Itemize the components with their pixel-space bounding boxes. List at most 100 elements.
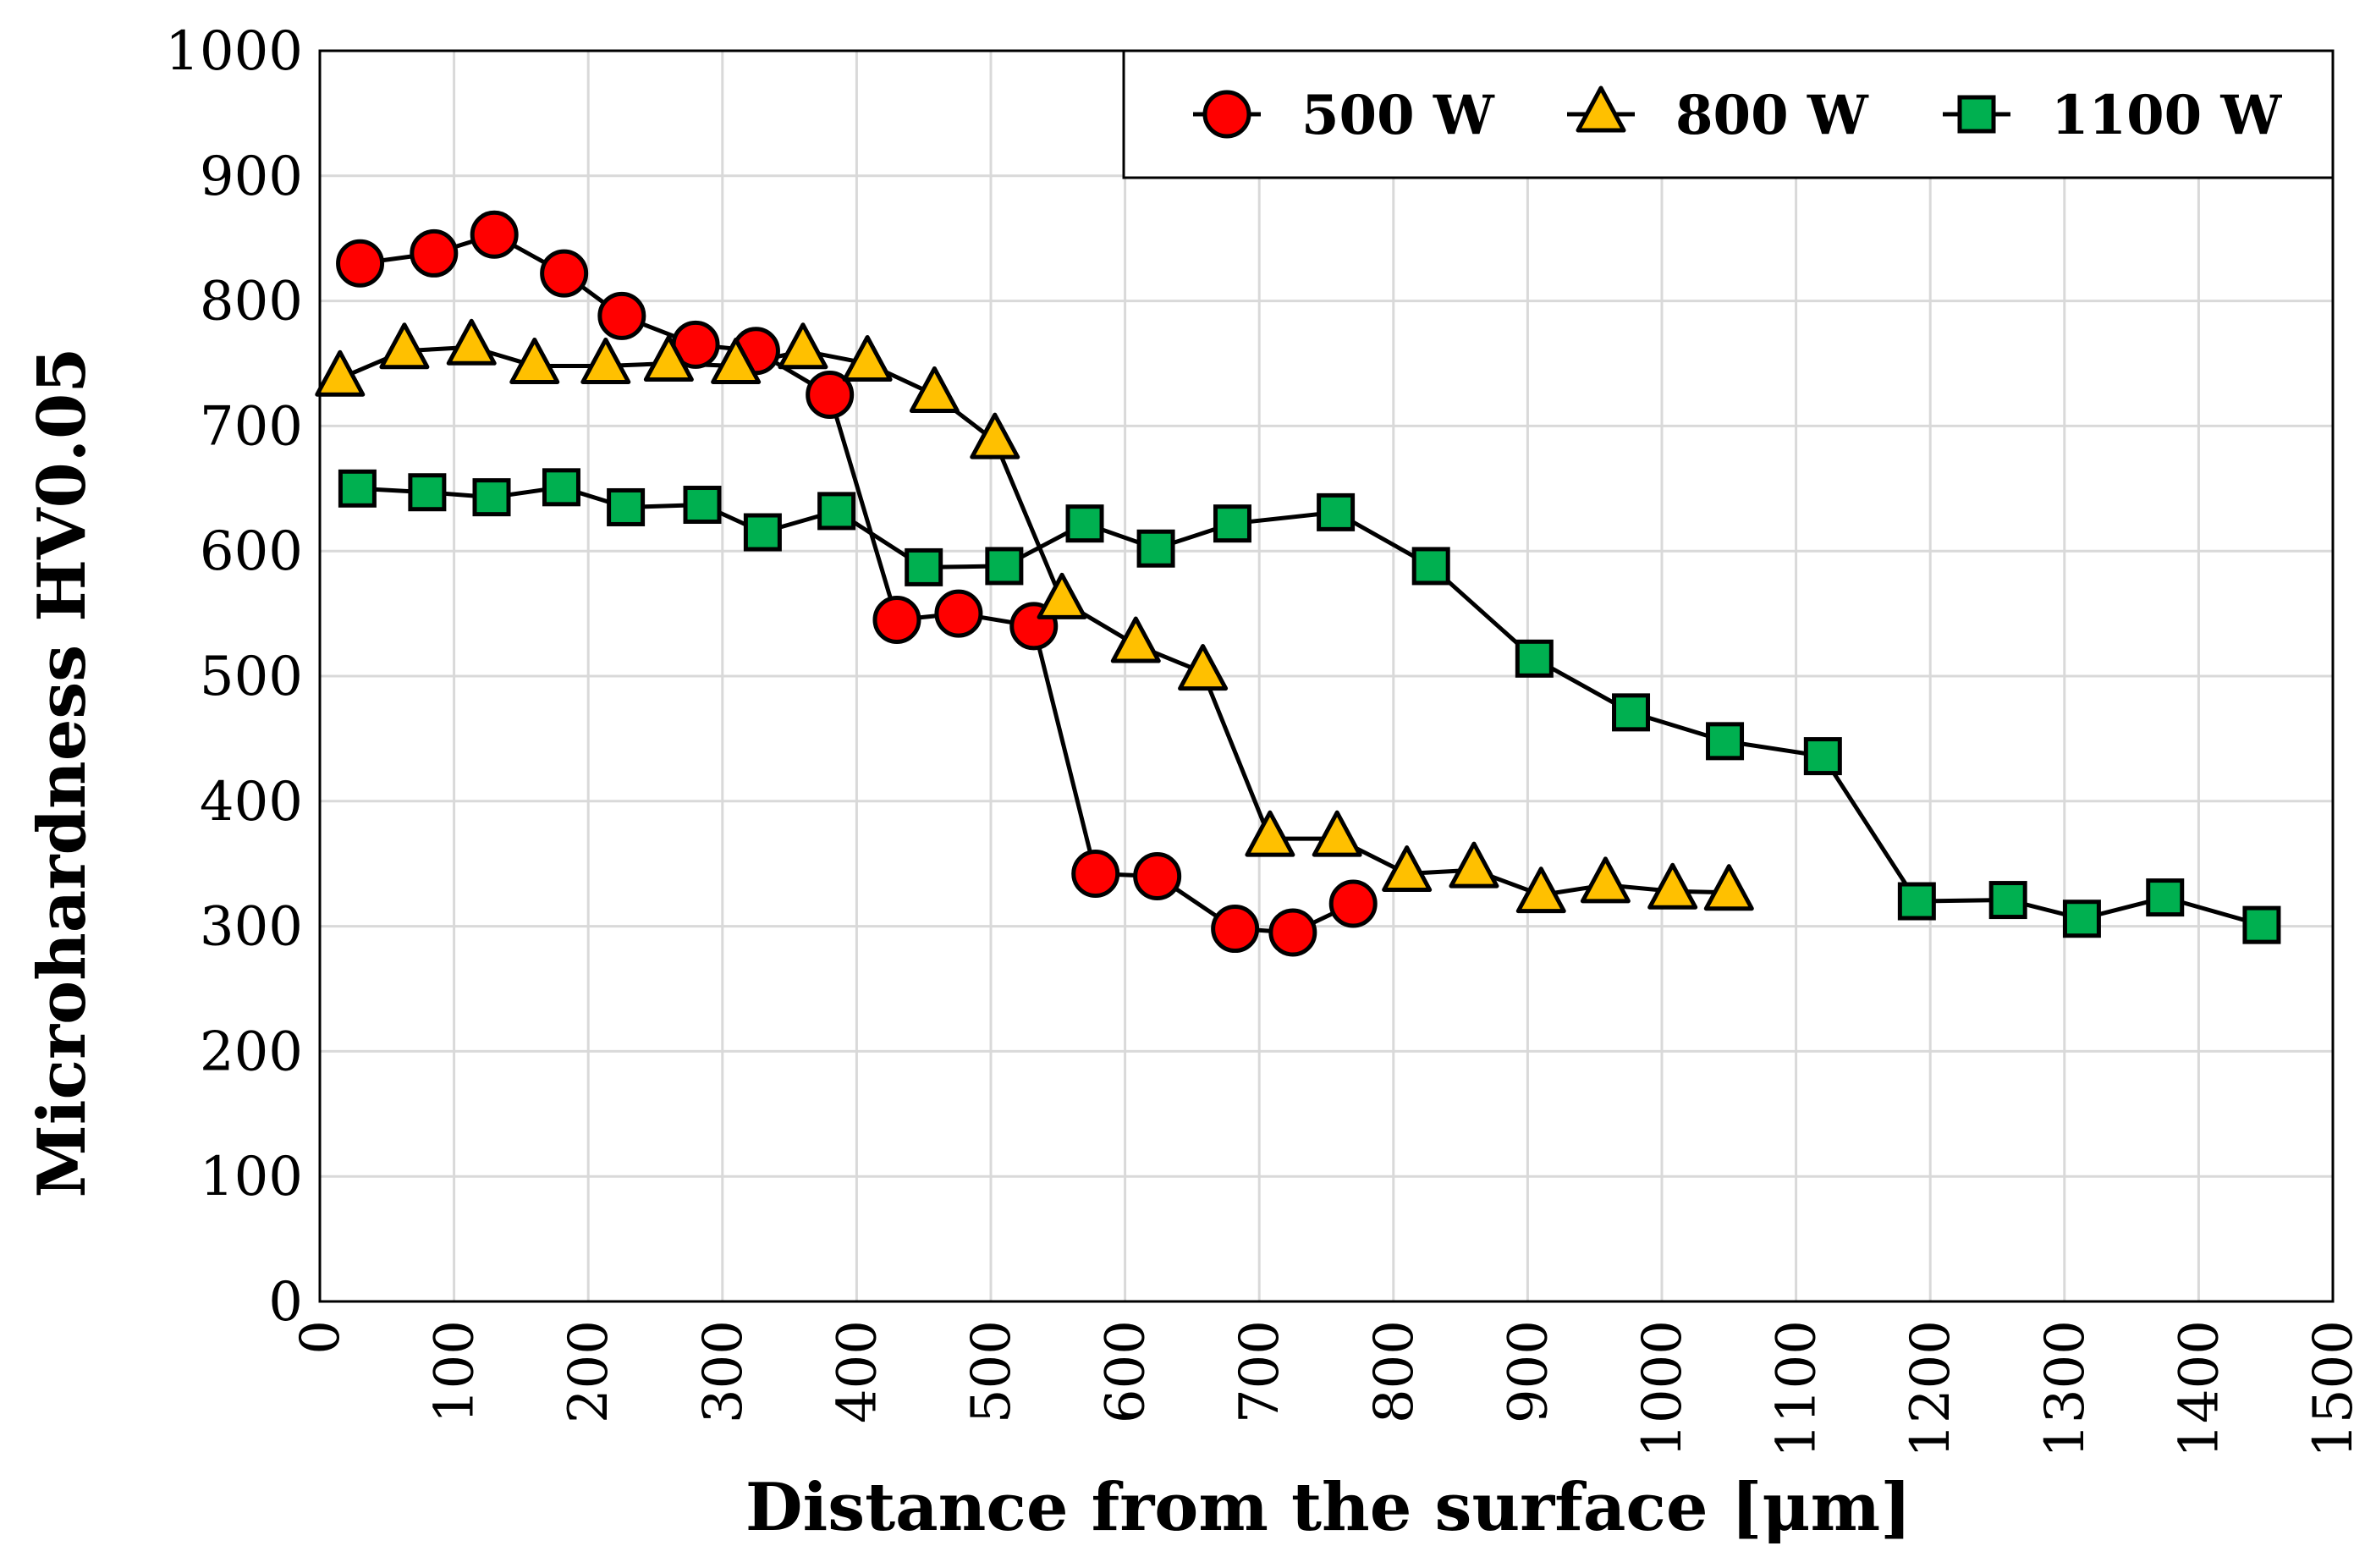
y-tick-label: 1000: [165, 20, 303, 83]
series-markers-square: [338, 468, 2281, 944]
data-point: [1988, 881, 2027, 920]
series-markers-triangle: [315, 318, 1754, 914]
data-point: [817, 492, 856, 531]
y-tick-label: 100: [200, 1146, 303, 1208]
data-point: [711, 337, 762, 384]
data-point: [806, 370, 855, 419]
x-tick-label: 500: [960, 1320, 1023, 1423]
x-tick-label: 800: [1363, 1320, 1426, 1423]
data-point: [540, 249, 589, 298]
data-point: [1580, 856, 1631, 904]
data-point: [683, 486, 722, 525]
x-tick-label: 300: [692, 1320, 755, 1423]
data-point: [315, 349, 366, 397]
data-point: [1245, 810, 1295, 857]
data-point: [1312, 810, 1362, 857]
y-tick-label: 900: [200, 146, 303, 208]
data-point: [509, 337, 560, 384]
data-point: [580, 337, 631, 384]
data-point: [1037, 572, 1087, 619]
data-point: [1110, 616, 1161, 663]
data-point: [338, 469, 377, 508]
data-point: [470, 210, 519, 259]
x-tick-label: 0: [289, 1320, 352, 1355]
legend: 500 W 800 W 1100 W: [1122, 49, 2335, 179]
data-point: [542, 468, 580, 507]
data-point: [597, 291, 646, 340]
data-point: [905, 547, 943, 586]
data-point: [1136, 529, 1175, 568]
x-tick-label: 100: [424, 1320, 487, 1423]
data-point: [1449, 841, 1499, 889]
y-tick-label: 200: [200, 1021, 303, 1083]
x-tick-label: 600: [1095, 1320, 1158, 1423]
data-point: [909, 366, 960, 413]
y-tick-label: 500: [200, 646, 303, 708]
data-point: [1133, 851, 1182, 900]
x-tick-label: 700: [1229, 1320, 1291, 1423]
data-point: [410, 228, 459, 278]
x-tick-label: 400: [826, 1320, 888, 1423]
x-tick-label: 1200: [1900, 1320, 1962, 1458]
data-point: [1515, 639, 1554, 678]
x-tick-label: 1500: [2302, 1320, 2365, 1458]
x-tick-label: 1000: [1631, 1320, 1694, 1458]
data-point: [1178, 644, 1229, 691]
data-point: [408, 473, 447, 512]
data-point: [1071, 850, 1120, 899]
data-point: [872, 595, 921, 644]
legend-entry: 800 W: [1567, 84, 1869, 147]
y-axis-title: Microhardness HV0.05: [24, 348, 101, 1198]
data-point: [607, 487, 646, 526]
x-tick-label: 1300: [2034, 1320, 2097, 1458]
x-tick-label: 200: [558, 1320, 620, 1423]
data-point: [1317, 492, 1356, 531]
data-point: [1065, 504, 1104, 543]
data-point: [336, 239, 385, 288]
tick-labels: 0 100 200 300 400 500 600 700 800 900 1000 0 100 200 3…: [165, 20, 2365, 1458]
series-circle: [360, 232, 1355, 935]
x-tick-label: 1400: [2168, 1320, 2230, 1458]
data-point: [1328, 879, 1378, 928]
legend-marker: [1576, 85, 1626, 133]
legend-marker: [1202, 90, 1251, 139]
x-axis-title: Distance from the surface [μm]: [745, 1469, 1911, 1546]
legend-label: 500 W: [1301, 84, 1495, 147]
legend-marker: [1957, 95, 1996, 134]
data-point: [842, 335, 893, 382]
data-point: [1706, 722, 1745, 761]
data-point: [1268, 908, 1317, 957]
y-tick-label: 300: [200, 896, 303, 959]
data-point: [379, 322, 430, 370]
data-point: [1382, 845, 1433, 893]
data-point: [970, 412, 1020, 459]
series-line: [338, 344, 1730, 898]
data-point: [1803, 737, 1842, 776]
data-point: [1647, 862, 1698, 910]
x-tick-label: 1100: [1766, 1320, 1829, 1458]
data-point: [743, 513, 782, 552]
data-point: [1211, 905, 1260, 954]
y-tick-label: 700: [200, 395, 303, 458]
data-point: [1703, 864, 1754, 911]
y-tick-label: 0: [268, 1271, 303, 1334]
legend-entry: 500 W: [1193, 84, 1495, 147]
data-point: [1213, 504, 1251, 543]
y-tick-label: 400: [200, 771, 303, 834]
y-tick-label: 800: [200, 271, 303, 333]
x-tick-label: 900: [1497, 1320, 1559, 1423]
data-point: [985, 547, 1024, 586]
legend-label: 800 W: [1675, 84, 1869, 147]
legend-entry: 1100 W: [1943, 84, 2282, 147]
data-point: [446, 318, 497, 366]
data-point: [643, 335, 694, 382]
data-point: [1411, 547, 1450, 586]
series-triangle: [338, 344, 1730, 898]
series-line: [360, 232, 1355, 935]
y-tick-label: 600: [200, 520, 303, 583]
data-point: [1515, 867, 1566, 914]
data-point: [2062, 900, 2101, 938]
